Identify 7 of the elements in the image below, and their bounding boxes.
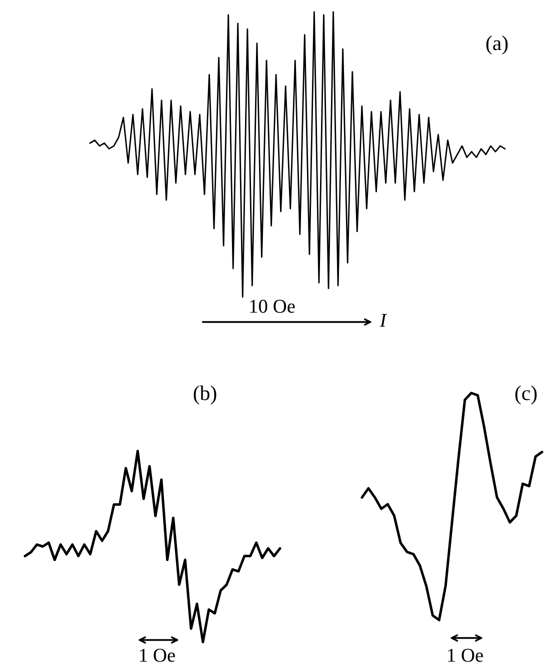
text: 10 Oe: [250, 300, 295, 313]
text: (a): [486, 36, 508, 54]
text: I: [380, 314, 387, 327]
text: 1 Oe: [140, 648, 175, 662]
text: 1 Oe: [448, 648, 483, 662]
chart-title: (b): [194, 386, 216, 404]
chart-title: (c): [515, 386, 537, 404]
